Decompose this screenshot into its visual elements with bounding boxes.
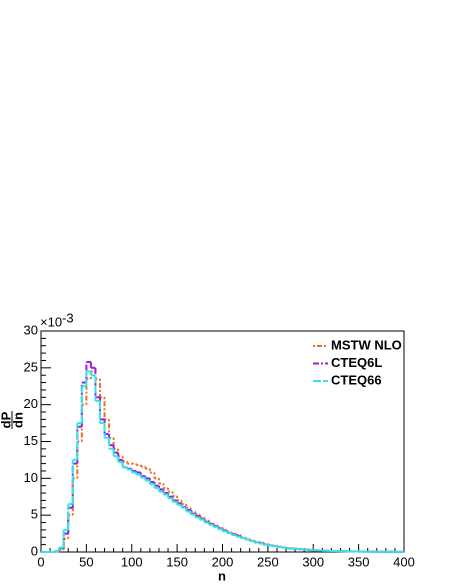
y-tick-label: 30 [24, 322, 38, 337]
legend-label: MSTW NLO [331, 337, 402, 352]
y-label-num: dP [0, 411, 13, 428]
x-tick-label: 300 [302, 554, 324, 569]
x-tick-label: 100 [121, 554, 143, 569]
y-exponent: -3 [62, 310, 74, 325]
x-tick-label: 200 [212, 554, 234, 569]
legend-label: CTEQ66 [331, 372, 382, 387]
y-tick-label: 15 [24, 433, 38, 448]
x-tick-label: 0 [37, 554, 44, 569]
y-tick-label: 10 [24, 470, 38, 485]
y-tick-label: 25 [24, 359, 38, 374]
x-tick-label: 250 [257, 554, 279, 569]
x-tick-label: 50 [79, 554, 93, 569]
y-multiplier: ×10 [40, 314, 62, 329]
legend-label: CTEQ6L [331, 355, 382, 370]
y-tick-label: 0 [31, 543, 38, 558]
y-tick-label: 20 [24, 396, 38, 411]
y-label-den: dn [10, 412, 25, 428]
y-axis-label: dP dn [0, 411, 25, 429]
x-tick-label: 400 [393, 554, 415, 569]
y-tick-label: 5 [31, 507, 38, 522]
x-tick-label: 150 [166, 554, 188, 569]
x-axis-label: n [218, 568, 226, 583]
x-tick-label: 350 [348, 554, 370, 569]
